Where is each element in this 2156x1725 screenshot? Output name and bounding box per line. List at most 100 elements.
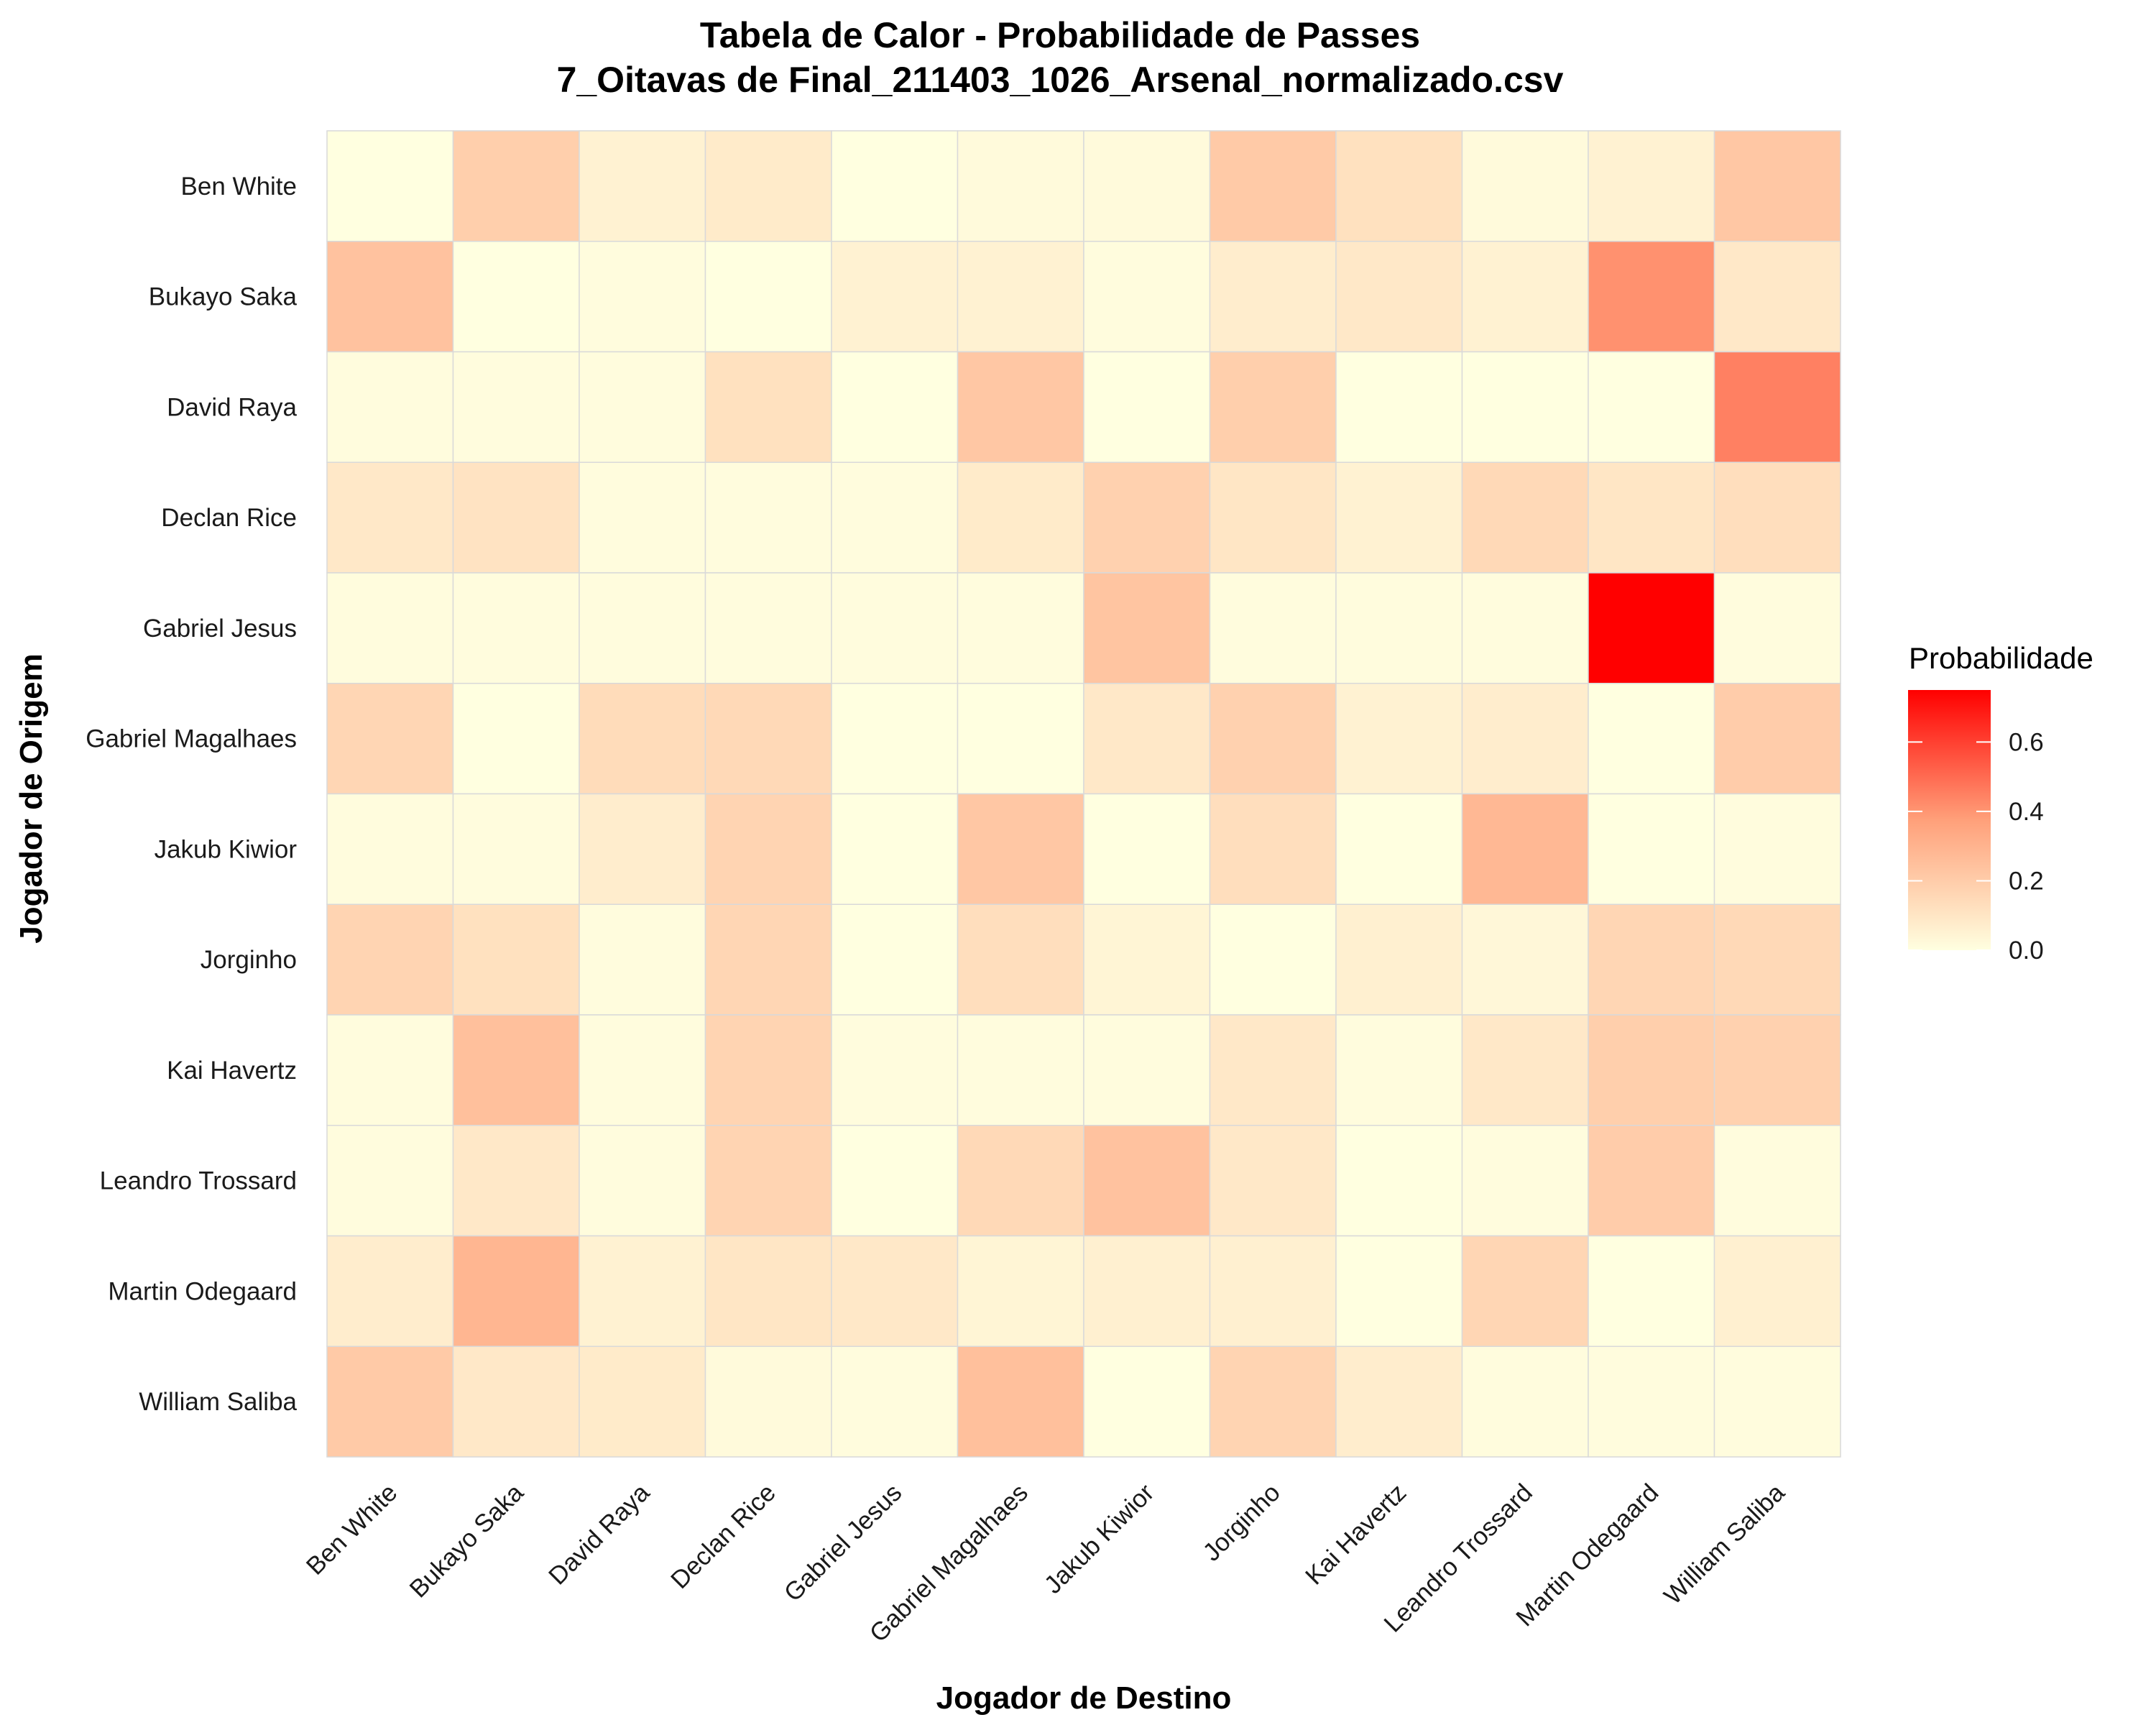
x-tick-labels: Ben White Bukayo Saka David Raya Declan Ric… (301, 1478, 1791, 1648)
heatmap-cell-william-saliba-to-gabriel-magalhaes (957, 1346, 1084, 1458)
legend-tick-label: 0.6 (2009, 728, 2044, 756)
heatmap-cell-gabriel-jesus-to-jakub-kiwior (1083, 572, 1211, 684)
x-tick-label: Declan Rice (665, 1478, 781, 1594)
heatmap-cell-gabriel-jesus-to-david-raya (579, 572, 706, 684)
heatmap-cell-declan-rice-to-william-saliba (1713, 461, 1841, 574)
heatmap-cell-william-saliba-to-bukayo-saka (452, 1346, 580, 1458)
heatmap-cell-ben-white-to-leandro-trossard (1461, 130, 1589, 242)
heatmap-cell-gabriel-magalhaes-to-kai-havertz (1335, 683, 1463, 795)
heatmap-cell-gabriel-magalhaes-to-leandro-trossard (1461, 683, 1589, 795)
heatmap-cell-bukayo-saka-to-ben-white (326, 241, 454, 353)
heatmap-cell-martin-odegaard-to-david-raya (579, 1235, 706, 1347)
heatmap-cell-david-raya-to-jorginho (1209, 351, 1337, 463)
heatmap-cell-jorginho-to-jorginho (1209, 903, 1337, 1016)
heatmap-cell-gabriel-jesus-to-gabriel-magalhaes (957, 572, 1084, 684)
heatmap-cell-kai-havertz-to-kai-havertz (1335, 1014, 1463, 1126)
heatmap-cell-ben-white-to-martin-odegaard (1588, 130, 1715, 242)
y-tick-label: Gabriel Jesus (143, 615, 297, 643)
x-tick-label: Kai Havertz (1300, 1478, 1411, 1590)
heatmap-cell-leandro-trossard-to-william-saliba (1713, 1125, 1841, 1237)
heatmap-cell-gabriel-jesus-to-william-saliba (1713, 572, 1841, 684)
heatmap-cell-bukayo-saka-to-jorginho (1209, 241, 1337, 353)
heatmap-cell-bukayo-saka-to-declan-rice (704, 241, 832, 353)
heatmap-cell-bukayo-saka-to-kai-havertz (1335, 241, 1463, 353)
heatmap-cell-jakub-kiwior-to-jakub-kiwior (1083, 793, 1211, 905)
heatmap-cell-gabriel-magalhaes-to-martin-odegaard (1588, 683, 1715, 795)
heatmap-cell-declan-rice-to-ben-white (326, 461, 454, 574)
heatmap-cell-ben-white-to-gabriel-jesus (831, 130, 959, 242)
heatmap-cell-jakub-kiwior-to-gabriel-magalhaes (957, 793, 1084, 905)
heatmap-cells (326, 130, 1841, 1458)
heatmap-cell-martin-odegaard-to-bukayo-saka (452, 1235, 580, 1347)
heatmap-cell-martin-odegaard-to-kai-havertz (1335, 1235, 1463, 1347)
heatmap-cell-david-raya-to-jakub-kiwior (1083, 351, 1211, 463)
heatmap-cell-william-saliba-to-ben-white (326, 1346, 454, 1458)
heatmap-cell-william-saliba-to-gabriel-jesus (831, 1346, 959, 1458)
heatmap-cell-william-saliba-to-david-raya (579, 1346, 706, 1458)
heatmap-cell-david-raya-to-gabriel-magalhaes (957, 351, 1084, 463)
y-tick-label: Bukayo Saka (149, 283, 298, 311)
heatmap-cell-jakub-kiwior-to-david-raya (579, 793, 706, 905)
heatmap-cell-ben-white-to-jorginho (1209, 130, 1337, 242)
heatmap-cell-jorginho-to-jakub-kiwior (1083, 903, 1211, 1016)
legend-tick-label: 0.0 (2009, 937, 2044, 965)
heatmap-cell-gabriel-magalhaes-to-gabriel-magalhaes (957, 683, 1084, 795)
heatmap-cell-leandro-trossard-to-jakub-kiwior (1083, 1125, 1211, 1237)
y-tick-label: Ben White (181, 172, 297, 201)
heatmap-cell-jakub-kiwior-to-leandro-trossard (1461, 793, 1589, 905)
heatmap-cell-bukayo-saka-to-william-saliba (1713, 241, 1841, 353)
heatmap-cell-declan-rice-to-leandro-trossard (1461, 461, 1589, 574)
heatmap-cell-gabriel-magalhaes-to-william-saliba (1713, 683, 1841, 795)
y-axis-title: Jogador de Origem (14, 653, 49, 943)
heatmap-cell-ben-white-to-gabriel-magalhaes (957, 130, 1084, 242)
heatmap-cell-kai-havertz-to-gabriel-magalhaes (957, 1014, 1084, 1126)
x-axis-title: Jogador de Destino (936, 1680, 1232, 1716)
heatmap-cell-bukayo-saka-to-martin-odegaard (1588, 241, 1715, 353)
heatmap-cell-gabriel-magalhaes-to-jorginho (1209, 683, 1337, 795)
heatmap-cell-gabriel-magalhaes-to-david-raya (579, 683, 706, 795)
heatmap-cell-jorginho-to-ben-white (326, 903, 454, 1016)
x-tick-label: Jakub Kiwior (1039, 1478, 1160, 1599)
heatmap-cell-ben-white-to-declan-rice (704, 130, 832, 242)
heatmap-cell-declan-rice-to-jakub-kiwior (1083, 461, 1211, 574)
heatmap-cell-jorginho-to-kai-havertz (1335, 903, 1463, 1016)
heatmap-cell-gabriel-jesus-to-martin-odegaard (1588, 572, 1715, 684)
heatmap-cell-jorginho-to-bukayo-saka (452, 903, 580, 1016)
heatmap-cell-leandro-trossard-to-jorginho (1209, 1125, 1337, 1237)
heatmap-cell-ben-white-to-ben-white (326, 130, 454, 242)
legend-tick-label: 0.4 (2009, 798, 2044, 826)
heatmap-cell-declan-rice-to-martin-odegaard (1588, 461, 1715, 574)
heatmap-cell-ben-white-to-william-saliba (1713, 130, 1841, 242)
heatmap-cell-gabriel-jesus-to-declan-rice (704, 572, 832, 684)
heatmap-cell-william-saliba-to-declan-rice (704, 1346, 832, 1458)
chart-subtitle: 7_Oitavas de Final_211403_1026_Arsenal_n… (557, 60, 1564, 100)
heatmap-cell-martin-odegaard-to-jakub-kiwior (1083, 1235, 1211, 1347)
heatmap-cell-martin-odegaard-to-leandro-trossard (1461, 1235, 1589, 1347)
heatmap-cell-bukayo-saka-to-gabriel-magalhaes (957, 241, 1084, 353)
heatmap-cell-jorginho-to-david-raya (579, 903, 706, 1016)
heatmap-cell-martin-odegaard-to-william-saliba (1713, 1235, 1841, 1347)
heatmap-cell-william-saliba-to-kai-havertz (1335, 1346, 1463, 1458)
heatmap-cell-kai-havertz-to-david-raya (579, 1014, 706, 1126)
heatmap-cell-david-raya-to-david-raya (579, 351, 706, 463)
heatmap-cell-leandro-trossard-to-kai-havertz (1335, 1125, 1463, 1237)
heatmap-cell-david-raya-to-declan-rice (704, 351, 832, 463)
heatmap-cell-leandro-trossard-to-bukayo-saka (452, 1125, 580, 1237)
heatmap-cell-jorginho-to-william-saliba (1713, 903, 1841, 1016)
heatmap-cell-jakub-kiwior-to-kai-havertz (1335, 793, 1463, 905)
x-tick-label: Jorginho (1197, 1478, 1286, 1567)
heatmap-cell-jakub-kiwior-to-gabriel-jesus (831, 793, 959, 905)
heatmap-cell-bukayo-saka-to-leandro-trossard (1461, 241, 1589, 353)
heatmap-cell-david-raya-to-kai-havertz (1335, 351, 1463, 463)
heatmap-cell-david-raya-to-ben-white (326, 351, 454, 463)
heatmap-cell-william-saliba-to-jorginho (1209, 1346, 1337, 1458)
heatmap-cell-jakub-kiwior-to-jorginho (1209, 793, 1337, 905)
chart-title: Tabela de Calor - Probabilidade de Passe… (700, 15, 1420, 55)
heatmap-cell-jorginho-to-gabriel-magalhaes (957, 903, 1084, 1016)
heatmap-cell-leandro-trossard-to-ben-white (326, 1125, 454, 1237)
heatmap-cell-william-saliba-to-william-saliba (1713, 1346, 1841, 1458)
x-tick-label: David Raya (543, 1478, 655, 1591)
heatmap-cell-bukayo-saka-to-gabriel-jesus (831, 241, 959, 353)
heatmap-cell-martin-odegaard-to-gabriel-jesus (831, 1235, 959, 1347)
y-tick-labels: Ben White Bukayo Saka David Raya Declan Ric… (86, 172, 297, 1416)
